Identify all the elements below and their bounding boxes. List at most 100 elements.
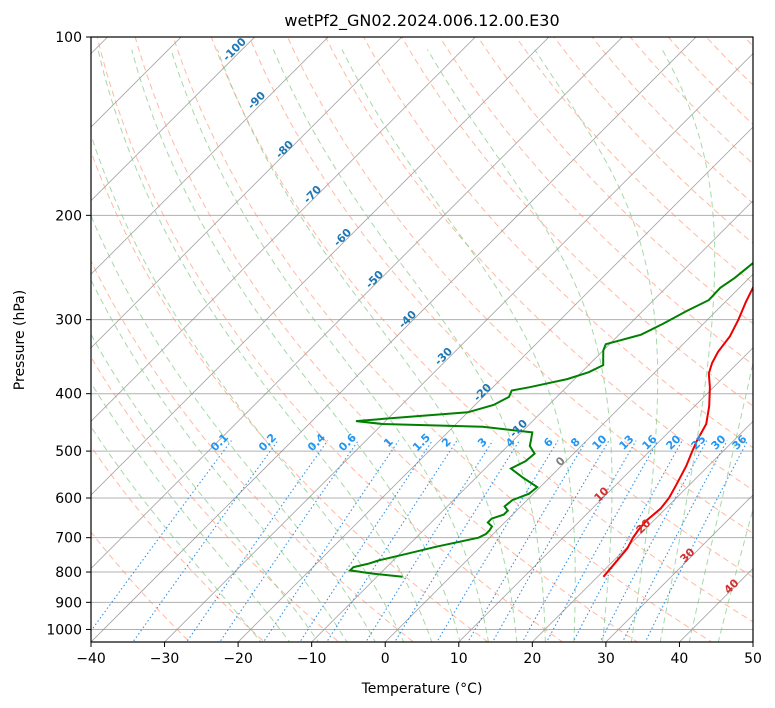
isotherm-line [458,347,753,642]
isotherm-line [91,37,256,202]
isotherm-line [91,37,550,496]
mixing-ratio-label: 30 [709,432,729,452]
isotherm-line [91,37,182,128]
isotherm-line [163,52,753,642]
x-tick-label: 40 [671,651,689,667]
mixing-ratio-line [219,440,359,642]
isotherm-line [91,37,624,570]
dry-adiabat-line [667,37,753,126]
moist-adiabat-label: 30 [678,545,698,565]
moist-adiabat-line [341,49,576,642]
mixing-ratio-line [545,440,659,642]
dry-adiabat-line [286,37,753,534]
dry-adiabat-line [172,37,713,642]
x-tick-label: −30 [150,651,180,667]
mixing-ratio-line [492,440,610,642]
x-axis-label: Temperature (°C) [361,681,483,697]
reference-lines [91,24,775,654]
dry-adiabat-label: -40 [396,308,419,331]
sounding-lines [347,261,753,578]
y-axis-label: Pressure (hPa) [12,290,28,390]
mixing-ratio-label: 10 [590,432,610,452]
dry-adiabat-label: -70 [301,183,324,206]
dry-adiabat-line [91,150,489,642]
moist-adiabat-label: 40 [722,576,742,596]
dry-adiabat-label: -10 [507,417,530,440]
isotherm-line [605,494,753,642]
reference-labels: -100 -90 -80-70 -60 -50 -40 -30 -20 -10 0.1 0.2 0.4… [208,35,750,597]
dry-adiabat-label: -100 [220,35,249,64]
dry-adiabat-label: -20 [471,381,494,404]
mixing-ratio-line [262,440,400,642]
y-tick-label: 400 [55,387,82,403]
moist-adiabat-line [91,425,262,642]
moist-adiabat-line [272,49,546,642]
dry-adiabat-line [248,37,753,578]
mixing-ratio-label: 8 [568,435,583,450]
moist-adiabat-line [131,49,461,642]
dry-adiabat-line [439,37,753,366]
dry-adiabat-line [325,37,753,491]
isotherm-line [91,37,476,422]
dry-adiabat-line [363,37,753,449]
chart-title: wetPf2_GN02.2024.006.12.00.E30 [284,11,559,31]
dry-adiabat-line [553,37,753,244]
x-tick-label: 30 [597,651,615,667]
dry-adiabat-line [401,37,753,407]
moist-adiabat-line [427,49,613,642]
dry-adiabat-line [91,259,415,642]
y-tick-label: 200 [55,208,82,224]
y-tick-label: 600 [55,491,82,507]
dry-adiabat-label: -30 [432,345,455,368]
mixing-ratio-label: 25 [689,433,709,453]
mixing-ratio-line [572,440,683,642]
isotherm-line [531,420,753,642]
x-tick-label: −40 [76,651,106,667]
moist-adiabat-label: 10 [592,484,612,504]
dry-adiabat-line [477,37,753,325]
y-tick-label: 500 [55,444,82,460]
dry-adiabat-line [134,37,639,642]
x-tick-label: 10 [450,651,468,667]
mixing-ratio-line [621,440,728,642]
moist-adiabat-line [97,49,433,642]
x-tick-label: −10 [297,651,327,667]
moist-adiabat-line [216,49,518,642]
mixing-ratio-line [521,440,637,642]
isotherm-line [91,37,329,275]
dry-adiabat-line [96,37,564,642]
mixing-ratio-line [132,440,279,642]
mixing-ratio-line [436,440,559,642]
mixing-ratio-label: 13 [617,433,637,453]
mixing-ratio-line [467,440,587,642]
x-tick-label: 50 [744,651,762,667]
isotherm-line [237,126,753,642]
y-tick-label: 1000 [46,622,82,638]
dry-adiabat-label: -80 [273,138,296,161]
mixing-ratio-label: 20 [664,432,684,452]
y-tick-label: 100 [55,30,82,46]
dry-adiabat-line [91,445,266,642]
moist-adiabat-line [170,49,490,642]
x-tick-label: 0 [381,651,390,667]
plot-frame [90,36,754,643]
dry-adiabat-line [769,24,775,654]
dry-adiabat-label: -90 [245,89,268,112]
mixing-ratio-label: 0.1 [208,431,231,454]
dewpoint-profile-line [347,261,753,578]
y-tick-label: 700 [55,531,82,547]
mixing-ratio-line [644,440,749,642]
axis-ticks: −40 −30 −20 −10 0 10 20 30 40 50 1000 900 800 700 600 5… [46,30,762,667]
moist-adiabat-line [91,278,348,642]
y-tick-label: 800 [55,565,82,581]
mixing-ratio-label: 0.2 [256,431,279,454]
isotherm-line [311,200,753,642]
temperature-profile-line [602,285,753,578]
x-tick-label: 20 [523,651,541,667]
dry-adiabat-label: -50 [363,268,386,291]
mixing-ratio-label: 16 [640,432,660,452]
dry-adiabat-line [210,37,753,623]
moist-adiabat-line [91,333,320,642]
isotherm-line [384,273,753,642]
